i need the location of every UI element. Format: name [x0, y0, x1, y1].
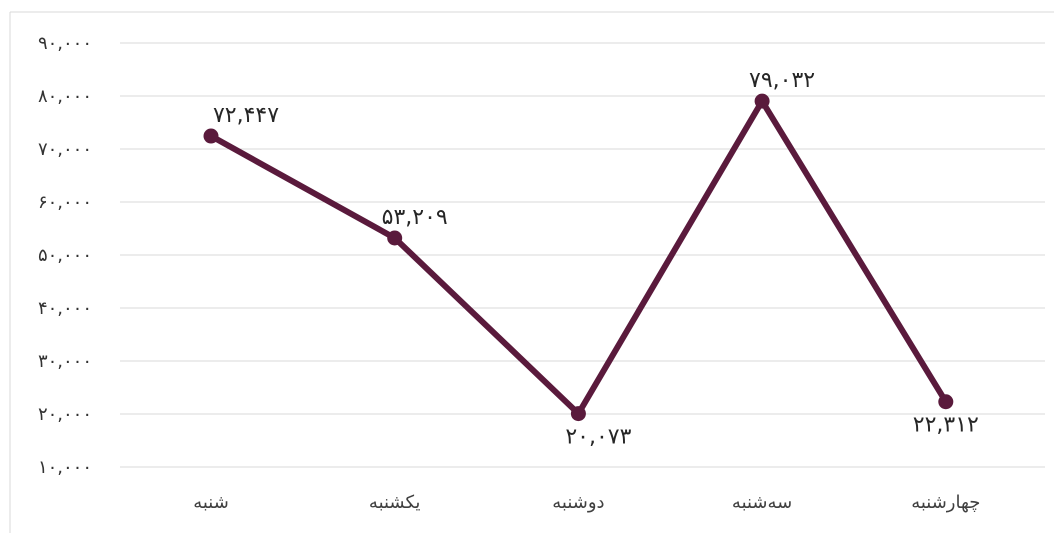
data-point [387, 230, 403, 246]
y-tick-label: ۵۰,۰۰۰ [38, 245, 92, 266]
y-tick-label: ۷۰,۰۰۰ [38, 139, 92, 160]
data-point [203, 128, 219, 144]
data-label: ۷۲,۴۴۷ [213, 103, 279, 128]
x-category-label: چهارشنبه [911, 492, 980, 513]
data-labels: ۷۲,۴۴۷ ۵۳,۲۰۹ ۲۰,۰۷۳ ۷۹,۰۳۲ ۲۲,۳۱۲ [213, 68, 979, 449]
data-point [754, 93, 770, 109]
x-category-label: یکشنبه [369, 492, 421, 513]
data-label: ۲۰,۰۷۳ [565, 425, 631, 450]
x-category-label: دوشنبه [552, 492, 604, 513]
data-label: ۵۳,۲۰۹ [382, 205, 448, 230]
y-axis-tick-labels: ۱۰,۰۰۰ ۲۰,۰۰۰ ۳۰,۰۰۰ ۴۰,۰۰۰ ۵۰,۰۰۰ ۶۰,۰۰۰ ۷۰,۰… [38, 33, 92, 478]
data-point [570, 406, 586, 422]
series-line-group [203, 93, 954, 422]
x-axis-category-labels: شنبه یکشنبه دوشنبه سه‌شنبه چهارشنبه [193, 492, 980, 513]
data-label: ۲۲,۳۱۲ [913, 413, 979, 438]
y-tick-label: ۲۰,۰۰۰ [38, 404, 92, 425]
y-tick-label: ۹۰,۰۰۰ [38, 33, 92, 54]
y-tick-label: ۴۰,۰۰۰ [38, 298, 92, 319]
data-label: ۷۹,۰۳۲ [749, 68, 815, 93]
x-category-label: شنبه [193, 492, 229, 513]
y-tick-label: ۸۰,۰۰۰ [38, 86, 92, 107]
data-point [938, 394, 954, 410]
y-tick-label: ۱۰,۰۰۰ [38, 457, 92, 478]
gridlines [120, 42, 1045, 468]
y-tick-label: ۶۰,۰۰۰ [38, 192, 92, 213]
y-tick-label: ۳۰,۰۰۰ [38, 351, 92, 372]
series-line [208, 98, 949, 417]
x-category-label: سه‌شنبه [732, 492, 792, 513]
